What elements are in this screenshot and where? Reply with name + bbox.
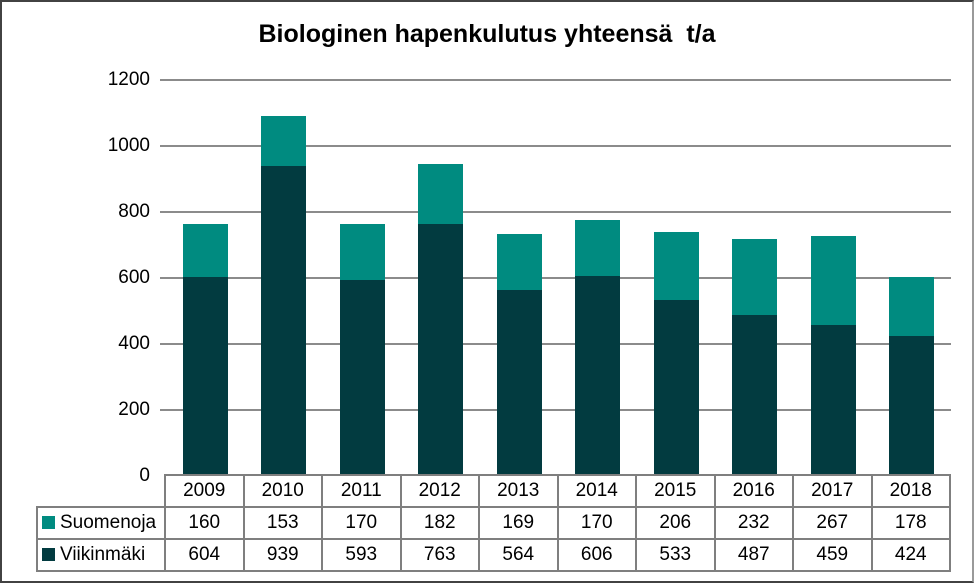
value-cell-viikinmaki: 606	[556, 538, 637, 572]
value-cell-suomenoja: 232	[713, 506, 794, 540]
bar-segment-viikinmaki	[182, 276, 228, 476]
bar-segment-suomenoja	[810, 236, 856, 325]
bar-segment-suomenoja	[496, 234, 542, 290]
bar-segment-viikinmaki	[418, 224, 464, 476]
bar-segment-viikinmaki	[496, 289, 542, 476]
year-header-cell: 2016	[713, 474, 794, 508]
value-cell-viikinmaki: 424	[870, 538, 951, 572]
bar-segment-viikinmaki	[575, 276, 621, 476]
value-cell-viikinmaki: 604	[164, 538, 245, 572]
year-header-cell: 2010	[242, 474, 323, 508]
bar-segment-suomenoja	[339, 224, 385, 281]
gridline	[160, 79, 951, 81]
bar-segment-viikinmaki	[261, 166, 307, 476]
data-table: 2009 2010 2011 2012 2013 2014 2015 2016 2017 2018…	[36, 474, 951, 572]
value-cell-suomenoja: 178	[870, 506, 951, 540]
bar-segment-suomenoja	[889, 277, 935, 337]
gridline	[160, 343, 951, 345]
value-cell-suomenoja: 206	[635, 506, 716, 540]
bar-segment-suomenoja	[732, 238, 778, 316]
year-header-cell: 2012	[399, 474, 480, 508]
y-axis-tick-label: 0	[139, 465, 150, 486]
legend-swatch-suomenoja	[42, 516, 55, 529]
value-cell-suomenoja: 160	[164, 506, 245, 540]
year-header-cell: 2009	[164, 474, 245, 508]
year-header-cell: 2013	[478, 474, 559, 508]
legend-label-suomenoja: Suomenoja	[60, 512, 157, 533]
chart-title: Biologinen hapenkulutus yhteensä t/a	[258, 20, 716, 48]
gridline	[160, 211, 951, 213]
bar-segment-suomenoja	[261, 115, 307, 167]
bar-segment-suomenoja	[182, 223, 228, 277]
gridline	[160, 409, 951, 411]
series-row-suomenoja: Suomenoja 160 153 170 182 169 170 206 232 267 178	[36, 506, 951, 540]
bar-segment-viikinmaki	[339, 280, 385, 476]
bar-segment-suomenoja	[575, 219, 621, 276]
value-cell-viikinmaki: 564	[478, 538, 559, 572]
value-cell-viikinmaki: 459	[792, 538, 873, 572]
gridline	[160, 277, 951, 279]
bar-segment-viikinmaki	[810, 324, 856, 476]
year-header-cell: 2015	[635, 474, 716, 508]
legend-label-viikinmaki: Viikinmäki	[60, 544, 146, 565]
value-cell-viikinmaki: 487	[713, 538, 794, 572]
value-cell-suomenoja: 267	[792, 506, 873, 540]
series-row-viikinmaki: Viikinmäki 604 939 593 763 564 606 533 487 459 424	[36, 538, 951, 572]
year-header-cell: 2011	[321, 474, 402, 508]
y-axis-tick-label: 600	[118, 267, 150, 288]
value-cell-viikinmaki: 763	[399, 538, 480, 572]
bar-segment-viikinmaki	[732, 315, 778, 476]
y-axis-tick-label: 400	[118, 333, 150, 354]
value-cell-viikinmaki: 533	[635, 538, 716, 572]
value-cell-suomenoja: 153	[242, 506, 323, 540]
value-cell-viikinmaki: 939	[242, 538, 323, 572]
value-cell-suomenoja: 169	[478, 506, 559, 540]
value-cell-suomenoja: 170	[556, 506, 637, 540]
table-header-row: 2009 2010 2011 2012 2013 2014 2015 2016 2017 2018	[37, 474, 951, 508]
legend-cell-viikinmaki: Viikinmäki	[36, 538, 166, 572]
year-header-cell: 2014	[556, 474, 637, 508]
value-cell-suomenoja: 170	[321, 506, 402, 540]
y-axis-tick-label: 1000	[107, 135, 150, 156]
y-axis-tick-label: 800	[118, 201, 150, 222]
bar-segment-suomenoja	[653, 232, 699, 301]
legend-swatch-viikinmaki	[42, 548, 55, 561]
y-axis-tick-label: 200	[118, 399, 150, 420]
y-axis-tick-label: 1200	[107, 69, 150, 90]
year-header-cell: 2018	[870, 474, 951, 508]
year-header-cell: 2017	[792, 474, 873, 508]
legend-cell-suomenoja: Suomenoja	[36, 506, 166, 540]
value-cell-suomenoja: 182	[399, 506, 480, 540]
value-cell-viikinmaki: 593	[321, 538, 402, 572]
table-corner-spacer	[37, 475, 165, 507]
bar-segment-viikinmaki	[653, 300, 699, 476]
bar-segment-viikinmaki	[889, 336, 935, 476]
gridline	[160, 145, 951, 147]
bar-segment-suomenoja	[418, 164, 464, 225]
